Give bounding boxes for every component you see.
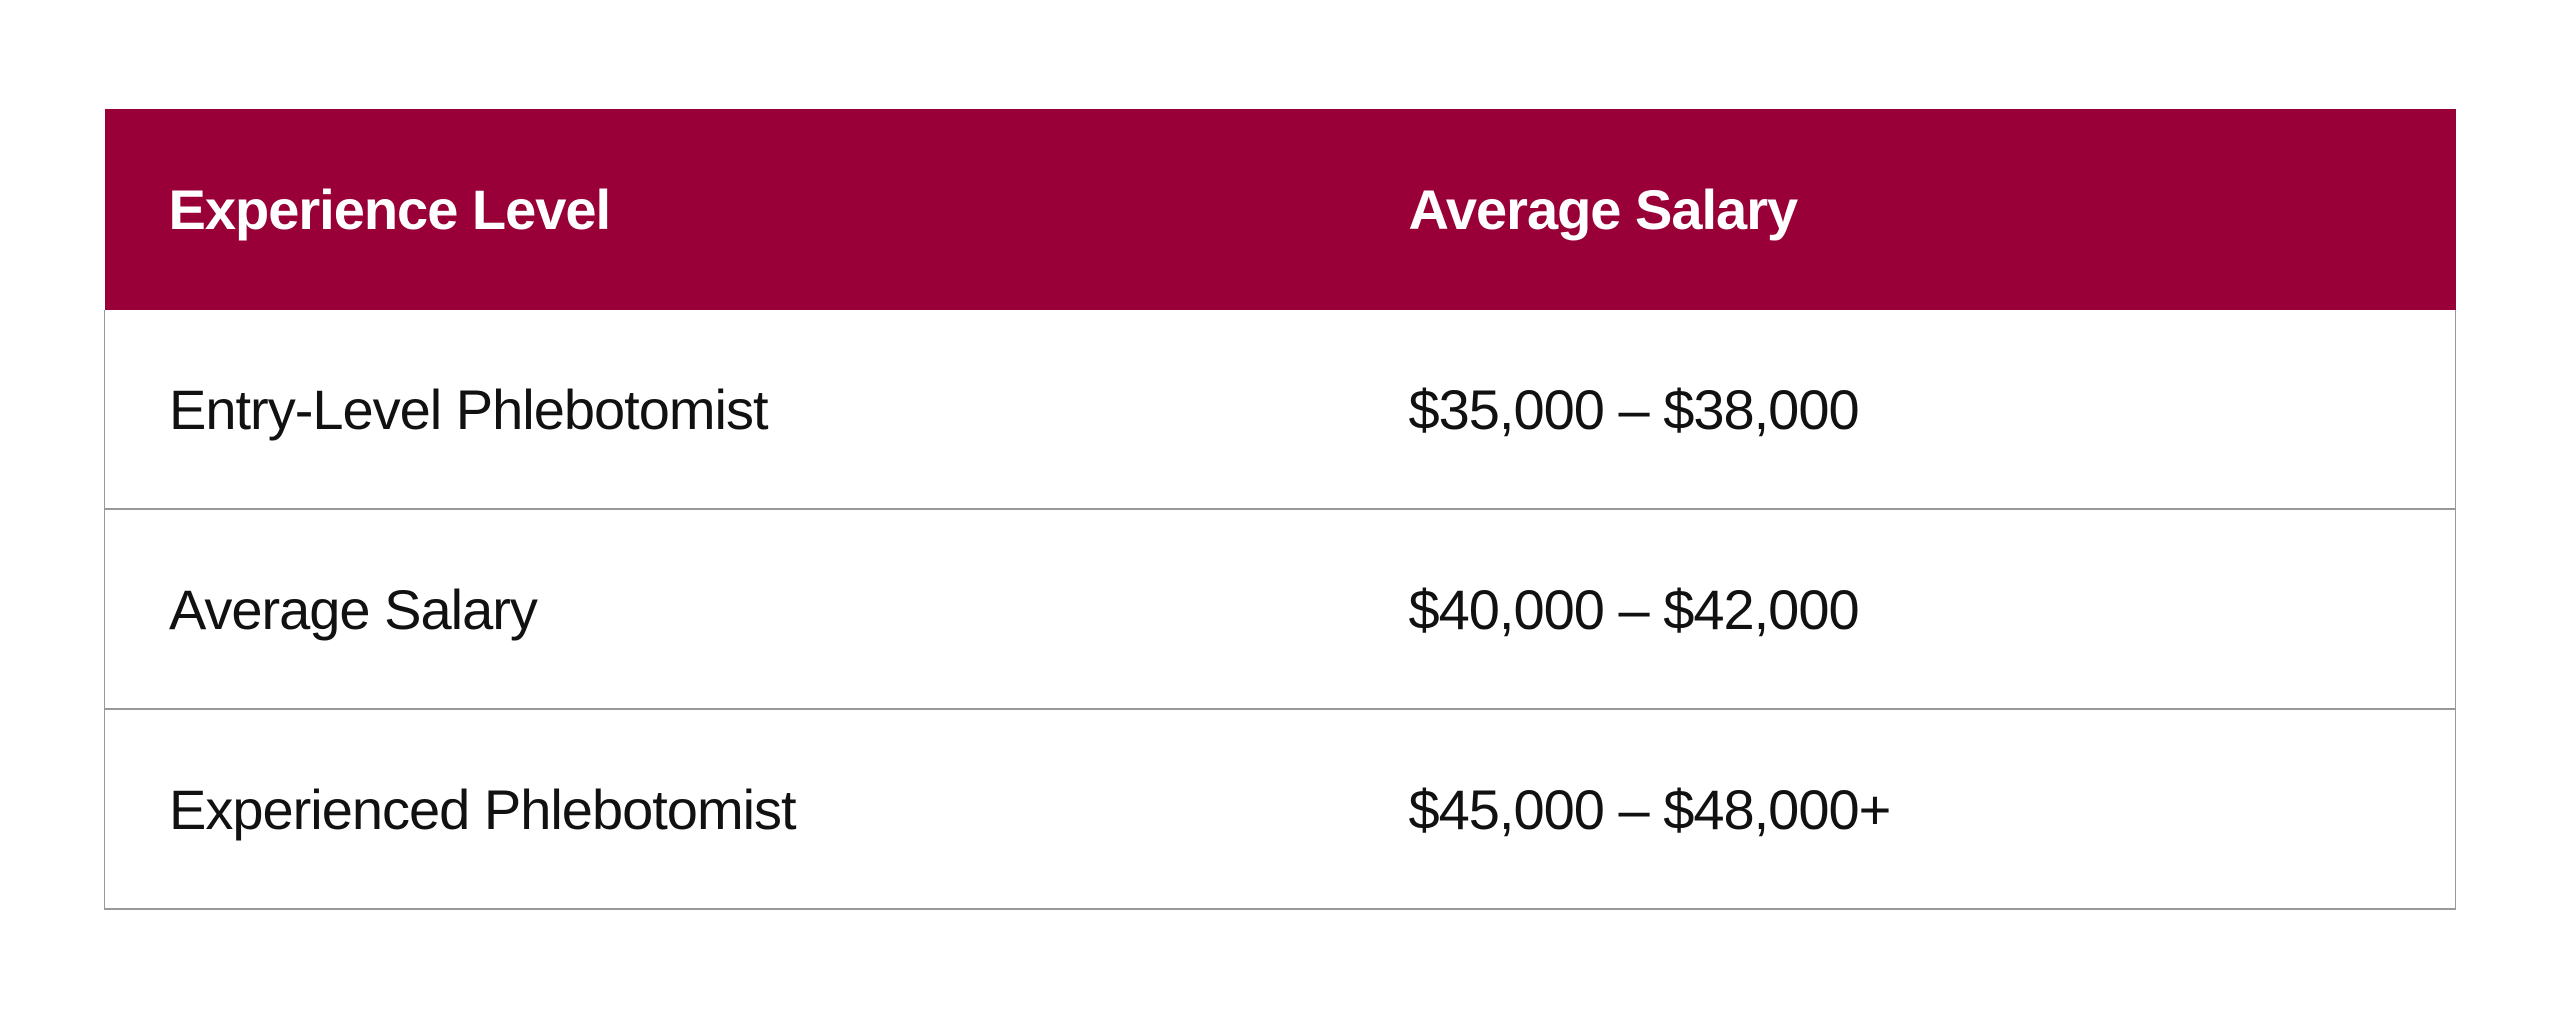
header-cell: Experience Level — [104, 109, 1345, 310]
table-cell: Average Salary — [104, 509, 1345, 710]
table-cell: Experienced Phlebotomist — [104, 709, 1345, 910]
table-body: Entry-Level Phlebotomist $35,000 – $38,00… — [104, 310, 2456, 910]
table-cell: $45,000 – $48,000+ — [1344, 709, 2456, 910]
table-row: Average Salary $40,000 – $42,000 — [104, 509, 2456, 710]
table-cell: $35,000 – $38,000 — [1344, 310, 2456, 510]
salary-table: Experience Level Average Salary Entry-Lev… — [104, 109, 2456, 910]
header-row: Experience Level Average Salary — [104, 109, 2456, 310]
table-cell: Entry-Level Phlebotomist — [104, 310, 1345, 510]
header-cell: Average Salary — [1344, 109, 2456, 310]
table-cell: $40,000 – $42,000 — [1344, 509, 2456, 710]
table-row: Entry-Level Phlebotomist $35,000 – $38,00… — [104, 310, 2456, 510]
table-row: Experienced Phlebotomist $45,000 – $48,00… — [104, 709, 2456, 910]
